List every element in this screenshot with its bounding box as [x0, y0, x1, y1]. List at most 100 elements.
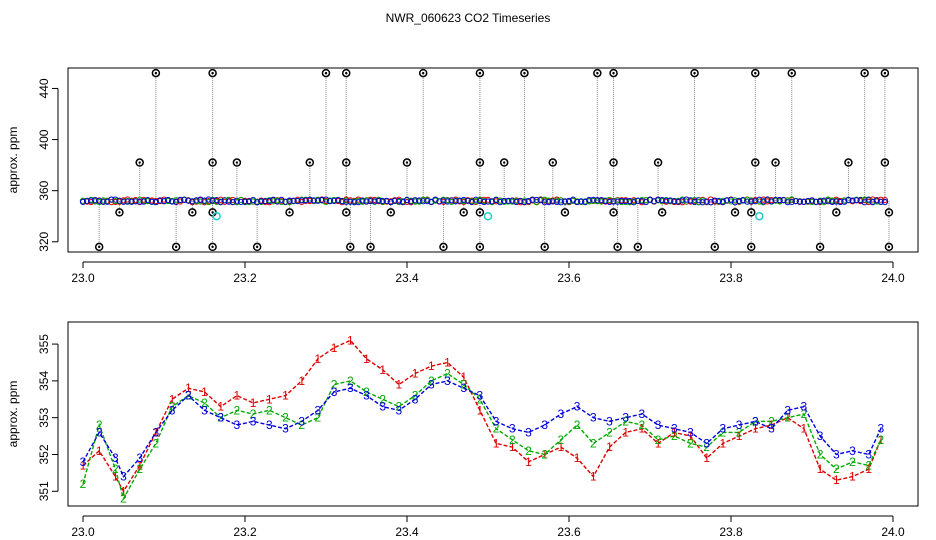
series-2-label: 2	[525, 444, 532, 458]
baseline-point	[407, 198, 415, 205]
series-2-label: 2	[720, 425, 727, 439]
series-3-label: 3	[639, 407, 646, 421]
series-2-label: 2	[558, 433, 565, 447]
outlier-point	[208, 158, 217, 167]
outlier-point-center	[503, 161, 506, 164]
outlier-point-center	[349, 245, 352, 249]
top-panel-frame	[67, 67, 919, 253]
bottom-x-tick-label: 23.8	[719, 525, 743, 539]
series-2-label: 2	[315, 411, 322, 425]
outlier-point-center	[118, 211, 121, 214]
baseline-point	[679, 197, 686, 204]
baseline-point	[667, 197, 674, 204]
top-y-tick-label: 400	[37, 129, 51, 149]
baseline-point	[375, 197, 382, 204]
baseline-point	[359, 197, 366, 204]
series-1-label: 1	[185, 381, 192, 395]
bottom-x-tick-label: 23.2	[233, 525, 257, 539]
baseline-point	[233, 197, 240, 204]
series-3-label: 3	[558, 407, 565, 421]
outlier-point	[94, 242, 104, 252]
baseline-point	[371, 198, 378, 205]
series-2-label: 2	[250, 407, 257, 421]
series-1-label: 1	[477, 403, 484, 417]
series-2-label: 2	[331, 378, 338, 392]
series-1-label: 1	[833, 473, 840, 487]
outlier-point	[342, 158, 351, 167]
outlier-point	[135, 158, 144, 167]
series-3-label: 3	[768, 422, 775, 436]
baseline-point	[100, 198, 107, 205]
series-1-label: 1	[444, 355, 451, 369]
series-2-label: 2	[298, 418, 305, 432]
baseline-point	[614, 198, 621, 205]
outlier-point-center	[98, 245, 101, 249]
bottom-x-tick-label: 23.6	[557, 525, 581, 539]
series-2-label: 2	[768, 414, 775, 428]
series-2-label: 2	[687, 436, 694, 450]
series-1-label: 1	[606, 440, 613, 454]
series-1-label: 1	[80, 459, 87, 473]
baseline-point	[671, 198, 678, 205]
series-3-label: 3	[153, 425, 160, 439]
outlier-point-center	[389, 211, 392, 214]
top-panel: approx. ppm 23.0 23.2 23.4 23.6 23.8 24.0 320 3…	[6, 67, 919, 285]
baseline-point	[201, 197, 208, 204]
baseline-point	[347, 198, 354, 205]
series-3-label: 3	[865, 447, 872, 461]
series-2-label: 2	[201, 396, 208, 410]
baseline-point	[590, 196, 597, 203]
baseline-point	[391, 197, 398, 204]
baseline-point	[505, 197, 512, 204]
series-1-label: 1	[687, 429, 694, 443]
series-2-label: 2	[379, 392, 386, 406]
baseline-point	[626, 197, 633, 205]
series-2-label: 2	[703, 440, 710, 454]
baseline-point	[124, 198, 131, 205]
series-2-label: 2	[460, 378, 467, 392]
baseline-point	[517, 197, 524, 205]
baseline-point	[164, 196, 172, 204]
baseline-point	[825, 198, 832, 205]
series-3-label: 3	[331, 385, 338, 399]
outlier-point-center	[835, 211, 838, 214]
outlier-point	[402, 158, 412, 167]
series-3-label: 3	[282, 422, 289, 436]
outlier-point	[366, 242, 375, 252]
series-3-label: 3	[266, 418, 273, 432]
outlier-point	[115, 208, 124, 217]
outlier-point	[346, 242, 355, 252]
baseline-point	[322, 196, 330, 203]
series-1-label: 1	[703, 451, 710, 465]
baseline-point	[395, 198, 402, 205]
outlier-point	[418, 68, 428, 78]
baseline-point	[286, 197, 293, 204]
outlier-point-center	[612, 161, 615, 164]
series-2-label: 2	[865, 459, 872, 473]
bottom-y-tick-label: 351	[37, 481, 51, 501]
baseline-point	[723, 197, 731, 204]
outlier-point	[208, 68, 217, 78]
series-1-label: 1	[622, 425, 629, 439]
outlier-point	[232, 158, 242, 167]
baseline-point	[464, 197, 471, 204]
baseline-point	[331, 197, 338, 204]
series-3-label: 3	[396, 403, 403, 417]
baseline-point	[160, 197, 168, 205]
baseline-point	[687, 197, 694, 204]
baseline-point	[282, 198, 289, 205]
outlier-point-center	[288, 211, 291, 214]
baseline-point	[177, 196, 184, 203]
series-1-label: 1	[266, 392, 273, 406]
baseline-point	[314, 197, 321, 204]
top-x-tick-label: 23.0	[71, 271, 95, 285]
outlier-point	[787, 68, 796, 78]
baseline-point	[266, 197, 273, 205]
outlier-point	[884, 242, 894, 252]
baseline-point	[197, 198, 204, 205]
baseline-point	[294, 198, 301, 205]
series-1-label: 1	[347, 333, 354, 347]
bottom-y-tick-label: 353	[37, 407, 51, 427]
series-3-label: 3	[849, 444, 856, 458]
outlier-point	[730, 208, 740, 217]
